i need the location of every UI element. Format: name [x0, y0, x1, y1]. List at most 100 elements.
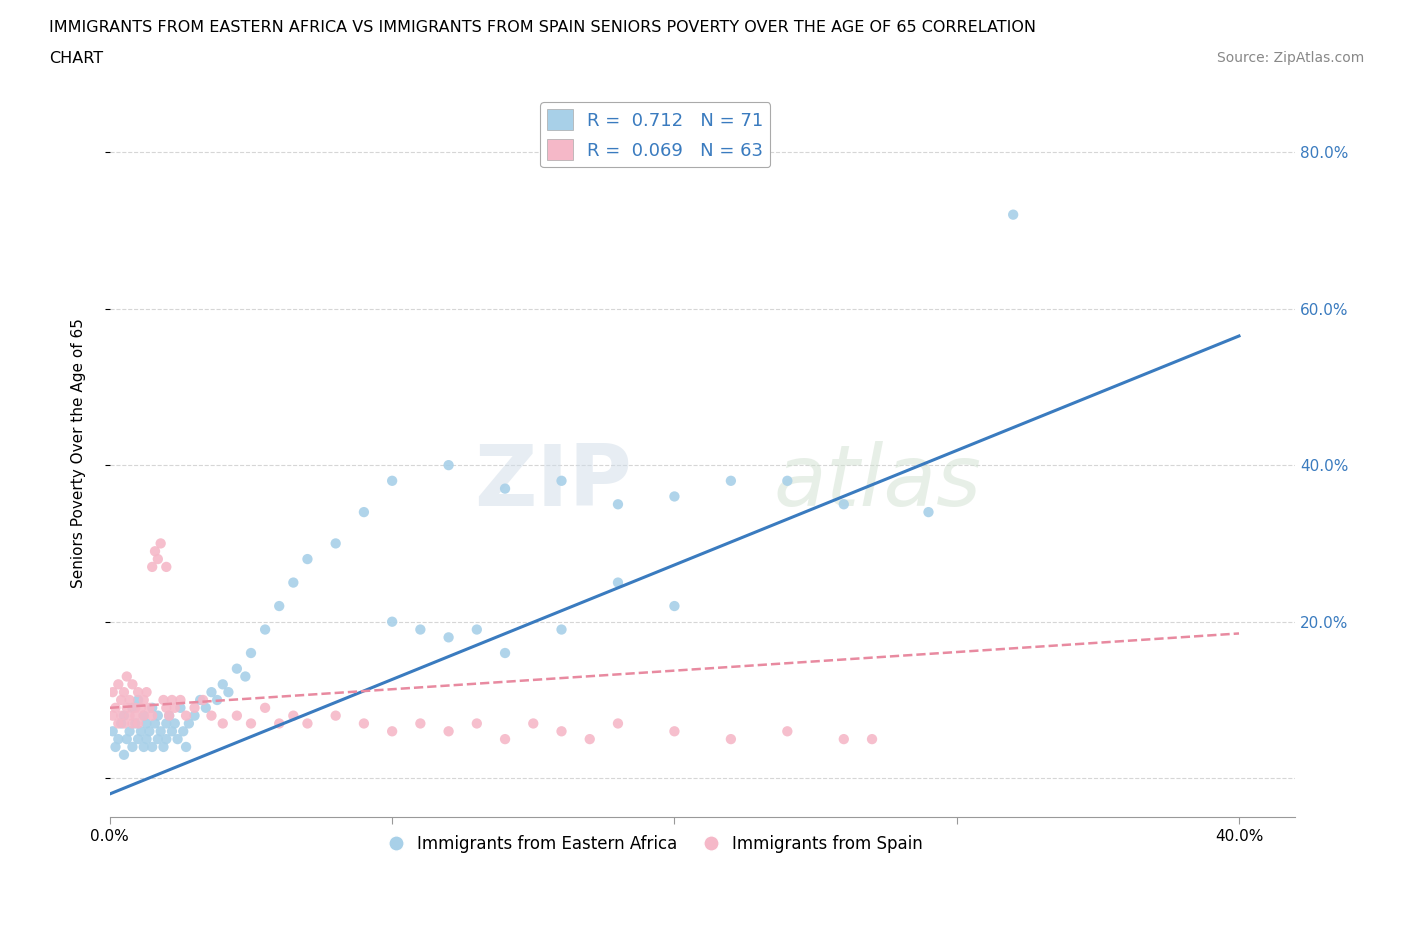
- Point: [720, 732, 742, 747]
- Point: [115, 732, 138, 747]
- Point: [664, 599, 686, 614]
- Point: [112, 684, 135, 699]
- Text: IMMIGRANTS FROM EASTERN AFRICA VS IMMIGRANTS FROM SPAIN SENIORS POVERTY OVER THE: IMMIGRANTS FROM EASTERN AFRICA VS IMMIGR…: [49, 20, 1036, 35]
- Point: [607, 575, 630, 590]
- Point: [146, 709, 169, 724]
- Point: [110, 709, 132, 724]
- Point: [860, 732, 883, 747]
- Point: [437, 724, 460, 738]
- Point: [240, 645, 263, 660]
- Point: [200, 684, 222, 699]
- Point: [235, 669, 257, 684]
- Point: [141, 709, 163, 724]
- Point: [127, 732, 149, 747]
- Point: [381, 473, 404, 488]
- Point: [149, 724, 172, 738]
- Point: [465, 622, 488, 637]
- Point: [494, 645, 516, 660]
- Point: [112, 709, 135, 724]
- Point: [101, 724, 124, 738]
- Point: [283, 709, 305, 724]
- Point: [169, 693, 191, 708]
- Point: [437, 630, 460, 644]
- Legend: Immigrants from Eastern Africa, Immigrants from Spain: Immigrants from Eastern Africa, Immigran…: [381, 829, 929, 860]
- Point: [138, 724, 160, 738]
- Point: [141, 700, 163, 715]
- Point: [132, 739, 155, 754]
- Point: [141, 739, 163, 754]
- Point: [205, 693, 228, 708]
- Point: [437, 458, 460, 472]
- Point: [160, 693, 183, 708]
- Point: [183, 709, 205, 724]
- Text: Source: ZipAtlas.com: Source: ZipAtlas.com: [1216, 51, 1364, 65]
- Point: [578, 732, 600, 747]
- Point: [107, 716, 129, 731]
- Point: [124, 716, 146, 731]
- Point: [494, 732, 516, 747]
- Point: [155, 716, 177, 731]
- Text: CHART: CHART: [49, 51, 103, 66]
- Point: [188, 693, 211, 708]
- Text: ZIP: ZIP: [474, 441, 631, 524]
- Point: [101, 684, 124, 699]
- Point: [146, 732, 169, 747]
- Point: [124, 700, 146, 715]
- Point: [135, 732, 157, 747]
- Point: [225, 709, 247, 724]
- Point: [664, 489, 686, 504]
- Point: [183, 700, 205, 715]
- Point: [132, 709, 155, 724]
- Point: [522, 716, 544, 731]
- Point: [155, 732, 177, 747]
- Point: [200, 709, 222, 724]
- Point: [283, 575, 305, 590]
- Point: [917, 505, 939, 520]
- Point: [127, 684, 149, 699]
- Point: [254, 700, 277, 715]
- Point: [325, 709, 347, 724]
- Point: [720, 473, 742, 488]
- Point: [110, 693, 132, 708]
- Point: [217, 684, 239, 699]
- Point: [211, 677, 233, 692]
- Point: [607, 497, 630, 512]
- Point: [138, 700, 160, 715]
- Point: [832, 732, 855, 747]
- Point: [166, 732, 188, 747]
- Point: [550, 622, 572, 637]
- Point: [240, 716, 263, 731]
- Point: [104, 700, 127, 715]
- Point: [297, 716, 319, 731]
- Point: [550, 473, 572, 488]
- Point: [409, 716, 432, 731]
- Point: [121, 677, 143, 692]
- Point: [172, 724, 194, 738]
- Point: [191, 693, 214, 708]
- Point: [121, 700, 143, 715]
- Point: [409, 622, 432, 637]
- Point: [141, 560, 163, 575]
- Point: [127, 693, 149, 708]
- Point: [135, 716, 157, 731]
- Point: [174, 739, 197, 754]
- Point: [664, 724, 686, 738]
- Point: [155, 700, 177, 715]
- Point: [174, 709, 197, 724]
- Point: [353, 716, 375, 731]
- Point: [169, 700, 191, 715]
- Point: [152, 739, 174, 754]
- Point: [118, 693, 141, 708]
- Point: [465, 716, 488, 731]
- Point: [124, 709, 146, 724]
- Point: [115, 700, 138, 715]
- Point: [160, 724, 183, 738]
- Point: [494, 481, 516, 496]
- Point: [297, 551, 319, 566]
- Point: [127, 716, 149, 731]
- Point: [194, 700, 217, 715]
- Point: [107, 732, 129, 747]
- Point: [254, 622, 277, 637]
- Point: [112, 748, 135, 763]
- Point: [132, 709, 155, 724]
